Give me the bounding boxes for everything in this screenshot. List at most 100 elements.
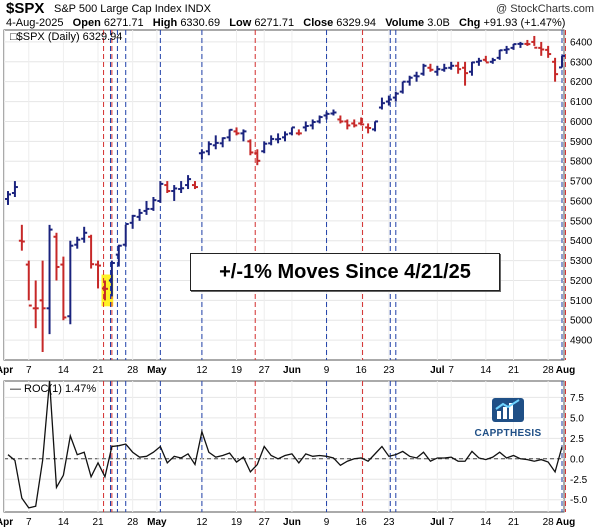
ohlc-bar [392, 91, 399, 102]
roc-legend: — ROC(1) 1.47% [10, 383, 97, 395]
date-axis-label: Jun [283, 517, 301, 528]
ohlc-bar [247, 139, 254, 156]
date-axis-label: Apr [0, 365, 13, 376]
price-axis-label: 5600 [570, 196, 593, 207]
price-axis-label: 5400 [570, 236, 593, 247]
ohlc-bar [178, 181, 185, 194]
date-axis-label: 21 [508, 517, 520, 528]
ohlc-bar [268, 135, 275, 146]
ohlc-bar [25, 260, 32, 307]
ohlc-bar [302, 121, 309, 132]
ohlc-bar [5, 191, 11, 205]
ohlc-bar [150, 196, 157, 211]
roc-axis-label: 0.0 [570, 454, 584, 465]
ohlc-bar [531, 35, 538, 49]
roc-panel-frame [3, 380, 565, 513]
ohlc-bar [191, 181, 198, 190]
ohlc-bar [330, 109, 337, 116]
roc-axis-label: 2.5 [570, 434, 584, 445]
date-axis-label: 14 [58, 365, 70, 376]
date-axis-label: Jul [430, 517, 445, 528]
ohlc-bar [81, 226, 88, 243]
ohlc-bar [351, 119, 358, 128]
logo-chart-icon [492, 398, 524, 422]
date-axis-label: 7 [26, 365, 32, 376]
low-label: Low [229, 17, 252, 29]
date-axis-label: 19 [231, 517, 243, 528]
ohlc-bar [399, 80, 406, 94]
price-axis-label: 5000 [570, 316, 593, 327]
ohlc-bar [233, 127, 240, 136]
date-axis-label: May [147, 517, 167, 528]
date-axis-label: 7 [448, 517, 454, 528]
price-axis-label: 4900 [570, 336, 593, 347]
low-value: 6271.71 [254, 17, 295, 29]
ohlc-bar [482, 55, 489, 64]
ohlc-bar [164, 181, 171, 194]
date-axis-label: Aug [556, 365, 575, 376]
ohlc-bar [108, 260, 115, 297]
ohlc-bar [88, 234, 95, 269]
ohlc-bar [365, 123, 372, 134]
date-axis-label: 9 [324, 517, 330, 528]
open-value: 6271.71 [103, 17, 144, 29]
ohlc-bar [372, 120, 379, 132]
ohlc-bar [559, 54, 565, 69]
ohlc-bar [101, 280, 108, 301]
ohlc-bar [39, 260, 46, 353]
price-axis-label: 6200 [570, 77, 593, 88]
open-label: Open [72, 17, 101, 29]
ohlc-bar [517, 41, 524, 48]
ohlc-bar [295, 129, 302, 136]
ohlc-bar [309, 119, 316, 130]
ohlc-bar [129, 214, 136, 229]
quote-date: 4-Aug-2025 [6, 17, 64, 29]
roc-line [7, 380, 563, 509]
date-axis-label: May [147, 365, 167, 376]
highlight-region [101, 274, 114, 307]
ohlc-bar [219, 137, 226, 148]
ohlc-bar [157, 181, 164, 203]
ohlc-bar [468, 61, 475, 76]
chg-value: +91.93 (+1.47%) [483, 17, 566, 29]
chart-description: S&P 500 Large Cap Index INDX [54, 3, 211, 15]
quote-line: 4-Aug-2025 Open 6271.71 High 6330.69 Low… [6, 17, 565, 29]
ohlc-bar [212, 135, 219, 150]
date-axis-label: 7 [448, 365, 454, 376]
callout-box: +/-1% Moves Since 4/21/25 [190, 253, 500, 291]
date-axis-label: 21 [92, 517, 104, 528]
ohlc-bar [510, 43, 517, 50]
ohlc-bar [337, 115, 344, 124]
date-axis-label: 27 [259, 365, 271, 376]
date-axis-label: 21 [92, 365, 104, 376]
high-label: High [152, 17, 178, 29]
ohlc-bar [60, 256, 67, 321]
ohlc-bar [282, 131, 288, 142]
date-axis-label: 23 [383, 517, 395, 528]
high-value: 6330.69 [180, 17, 221, 29]
ohlc-bar [524, 39, 531, 46]
price-axis-label: 5900 [570, 137, 593, 148]
ohlc-bar [288, 126, 295, 136]
price-axis-label: 6100 [570, 97, 593, 108]
date-axis-label: 19 [231, 365, 243, 376]
ohlc-bar [552, 57, 559, 82]
chg-label: Chg [459, 17, 481, 29]
price-axis-label: 5200 [570, 276, 593, 287]
price-axis-label: 5100 [570, 296, 593, 307]
roc-axis-label: 5.0 [570, 413, 584, 424]
price-axis-label: 6400 [570, 37, 593, 48]
ohlc-bar [448, 61, 455, 70]
ohlc-bar [95, 260, 102, 289]
date-axis-label: 28 [543, 517, 555, 528]
ohlc-bar [254, 149, 261, 166]
date-axis-label: 14 [480, 517, 492, 528]
logo-text: CAPPTHESIS [474, 428, 542, 439]
ohlc-bar [115, 244, 122, 267]
ohlc-bar [261, 141, 268, 154]
ohlc-bar [378, 97, 385, 110]
date-axis-label: 28 [543, 365, 555, 376]
ohlc-bar [385, 95, 392, 106]
ohlc-bar [67, 240, 74, 325]
